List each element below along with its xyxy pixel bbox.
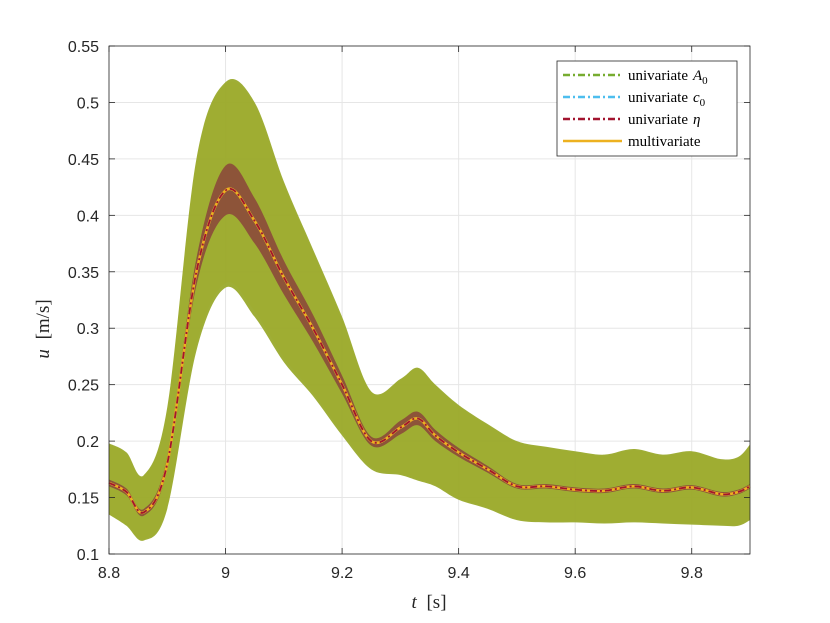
x-tick-label: 9.2 xyxy=(331,565,353,582)
legend-label-prefix: univariate xyxy=(628,112,688,128)
axis-ticks: 8.8 9 9.2 9.4 9.6 9.8 0.1 0.15 0.2 0.25 0.3 0.35 0.4… xyxy=(68,39,750,582)
y-axis-variable: u xyxy=(33,349,54,359)
x-tick-label: 8.8 xyxy=(98,565,120,582)
legend-label-subscript: 0 xyxy=(700,97,706,109)
y-tick-label: 0.3 xyxy=(77,321,99,338)
confidence-bands xyxy=(109,78,750,541)
x-tick-label: 9.4 xyxy=(448,565,470,582)
x-axis-variable: t xyxy=(411,592,417,613)
x-tick-label: 9 xyxy=(221,565,230,582)
y-tick-label: 0.15 xyxy=(68,491,99,508)
y-tick-label: 0.45 xyxy=(68,152,99,169)
x-tick-label: 9.8 xyxy=(681,565,703,582)
series-line-eta xyxy=(108,187,751,514)
legend-label-symbol: η xyxy=(693,112,700,128)
series-lines xyxy=(108,187,751,515)
legend-label-prefix: univariate xyxy=(628,68,688,84)
y-tick-label: 0.4 xyxy=(77,208,99,225)
y-tick-label: 0.2 xyxy=(77,434,99,451)
x-tick-label: 9.6 xyxy=(564,565,586,582)
y-tick-label: 0.1 xyxy=(77,547,99,564)
legend-label-prefix: univariate xyxy=(628,90,688,106)
y-axis-label: u [m/s] xyxy=(33,299,54,358)
legend-label-subscript: 0 xyxy=(702,75,708,87)
legend-label-multi: multivariate xyxy=(628,134,701,150)
univariate-A0-band xyxy=(109,78,750,541)
x-axis-label: t [s] xyxy=(411,592,446,613)
y-tick-label: 0.5 xyxy=(77,95,99,112)
plot-area-frame xyxy=(108,45,751,555)
y-tick-label: 0.55 xyxy=(68,39,99,56)
y-tick-label: 0.35 xyxy=(68,265,99,282)
legend-label-c0: univariate c0 xyxy=(628,90,706,109)
legend-label-A0: univariate A0 xyxy=(628,68,708,87)
legend-label-symbol: c xyxy=(693,90,700,106)
x-axis-unit: [s] xyxy=(426,592,446,613)
y-axis-unit: [m/s] xyxy=(33,299,54,339)
univariate-eta-band xyxy=(109,163,750,517)
legend-label-prefix: multivariate xyxy=(628,134,701,150)
y-tick-label: 0.25 xyxy=(68,378,99,395)
legend-label-symbol: A xyxy=(692,68,703,84)
legend-label-eta: univariate η xyxy=(628,112,700,128)
